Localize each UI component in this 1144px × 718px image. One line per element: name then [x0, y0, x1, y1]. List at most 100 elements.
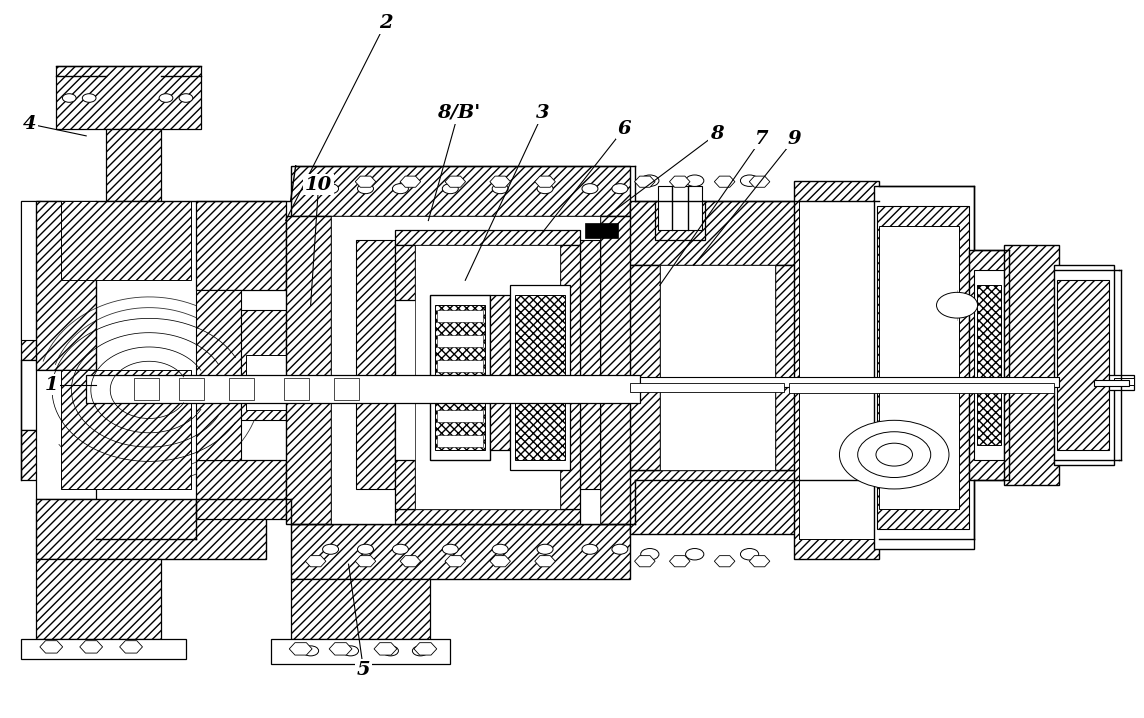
Bar — [37, 559, 161, 639]
Bar — [396, 246, 415, 509]
Polygon shape — [329, 643, 352, 655]
Circle shape — [537, 544, 553, 554]
Bar — [22, 200, 41, 340]
Circle shape — [303, 646, 319, 656]
Circle shape — [492, 544, 508, 554]
Circle shape — [492, 184, 508, 194]
Polygon shape — [749, 556, 770, 567]
Bar — [246, 355, 286, 375]
Bar — [196, 460, 286, 519]
Text: 7: 7 — [755, 130, 769, 148]
Polygon shape — [749, 176, 770, 187]
Bar — [580, 241, 599, 490]
Circle shape — [180, 94, 193, 102]
Text: 6: 6 — [617, 120, 630, 138]
Bar — [630, 200, 800, 266]
Bar — [789, 383, 1054, 393]
Bar — [437, 410, 483, 421]
Bar — [178, 378, 204, 400]
Text: 1: 1 — [45, 376, 58, 394]
Bar — [106, 129, 161, 200]
Circle shape — [740, 175, 758, 187]
Bar — [585, 223, 618, 238]
Bar — [969, 251, 1009, 480]
Circle shape — [612, 544, 628, 554]
Circle shape — [323, 184, 339, 194]
Bar — [22, 200, 62, 360]
Bar — [515, 295, 565, 460]
Circle shape — [63, 94, 76, 102]
Polygon shape — [714, 556, 734, 567]
Bar — [437, 360, 483, 372]
Bar — [291, 579, 430, 639]
Circle shape — [858, 432, 931, 477]
Bar — [229, 378, 254, 400]
Text: 5: 5 — [357, 661, 371, 679]
Bar — [660, 266, 774, 470]
Circle shape — [537, 184, 553, 194]
Polygon shape — [635, 176, 656, 187]
Bar — [1094, 380, 1129, 386]
Bar — [630, 470, 800, 534]
Polygon shape — [490, 176, 510, 187]
Text: 3: 3 — [537, 104, 550, 122]
Bar — [654, 200, 705, 241]
Bar — [396, 509, 580, 524]
Bar — [271, 639, 451, 664]
Circle shape — [323, 544, 339, 554]
Bar — [37, 200, 96, 370]
Bar — [599, 215, 639, 524]
Text: 4: 4 — [23, 115, 37, 133]
Bar — [56, 66, 201, 129]
Bar — [62, 200, 191, 280]
Circle shape — [392, 184, 408, 194]
Polygon shape — [289, 643, 312, 655]
Polygon shape — [80, 640, 103, 653]
Bar — [977, 285, 1001, 444]
Bar — [22, 360, 56, 430]
Bar — [974, 271, 1004, 460]
Bar — [430, 295, 490, 460]
Polygon shape — [356, 176, 375, 187]
Circle shape — [582, 184, 598, 194]
Polygon shape — [534, 556, 555, 567]
Bar — [196, 200, 286, 290]
Bar — [437, 385, 483, 397]
Circle shape — [443, 184, 459, 194]
Bar — [134, 378, 159, 400]
Bar — [874, 186, 974, 549]
Bar — [22, 639, 186, 659]
Bar — [1057, 280, 1109, 449]
Polygon shape — [534, 176, 555, 187]
Polygon shape — [445, 556, 466, 567]
Circle shape — [612, 184, 628, 194]
Text: 9: 9 — [788, 130, 801, 148]
Bar — [774, 266, 804, 470]
Bar — [437, 335, 483, 347]
Polygon shape — [374, 643, 397, 655]
Bar — [86, 375, 639, 403]
Bar — [794, 181, 880, 559]
Bar — [396, 300, 420, 460]
Bar — [1113, 378, 1134, 385]
Circle shape — [358, 544, 373, 554]
Bar — [437, 310, 483, 322]
Circle shape — [159, 94, 173, 102]
Polygon shape — [40, 640, 63, 653]
Polygon shape — [669, 556, 690, 567]
Circle shape — [342, 646, 358, 656]
Bar — [1054, 266, 1113, 465]
Polygon shape — [400, 176, 421, 187]
Text: 10: 10 — [305, 176, 332, 194]
Polygon shape — [490, 556, 510, 567]
Bar — [286, 215, 331, 524]
Circle shape — [685, 549, 704, 560]
Bar — [37, 370, 96, 500]
Bar — [291, 166, 630, 215]
Bar — [630, 383, 785, 392]
Polygon shape — [635, 556, 656, 567]
Circle shape — [392, 544, 408, 554]
Bar — [436, 305, 485, 449]
Circle shape — [641, 175, 659, 187]
Circle shape — [382, 646, 398, 656]
